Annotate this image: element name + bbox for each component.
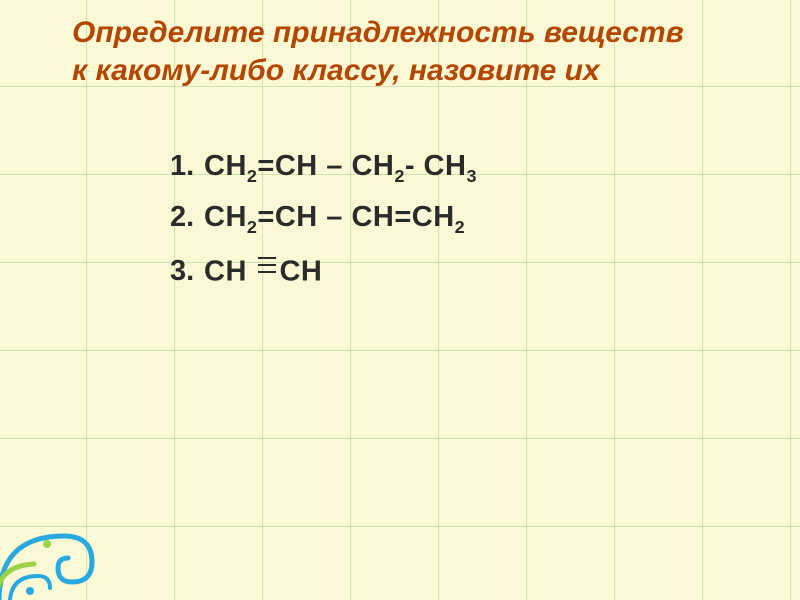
row-number: 2. bbox=[170, 201, 204, 234]
formula-row-3: 3. CH CH bbox=[170, 252, 477, 288]
slide-title: Определите принадлежность веществ к како… bbox=[72, 14, 770, 89]
title-line-2: к какому-либо классу, назовите их bbox=[72, 52, 770, 90]
formula-3: CH CH bbox=[204, 252, 322, 288]
formula-2: CH2=CH – CH=CH2 bbox=[204, 201, 465, 234]
corner-swirl-icon bbox=[0, 496, 104, 600]
triple-bond-icon bbox=[258, 252, 276, 281]
formula-row-1: 1. CH2=CH – CH2- CH3 bbox=[170, 150, 477, 183]
row-number: 3. bbox=[170, 255, 204, 288]
formula-1: CH2=CH – CH2- CH3 bbox=[204, 150, 477, 183]
formula-row-2: 2. CH2=CH – CH=CH2 bbox=[170, 201, 477, 234]
row-number: 1. bbox=[170, 150, 204, 183]
title-line-1: Определите принадлежность веществ bbox=[72, 14, 770, 52]
formula-list: 1. CH2=CH – CH2- CH3 2. CH2=CH – CH=CH2 … bbox=[170, 150, 477, 306]
